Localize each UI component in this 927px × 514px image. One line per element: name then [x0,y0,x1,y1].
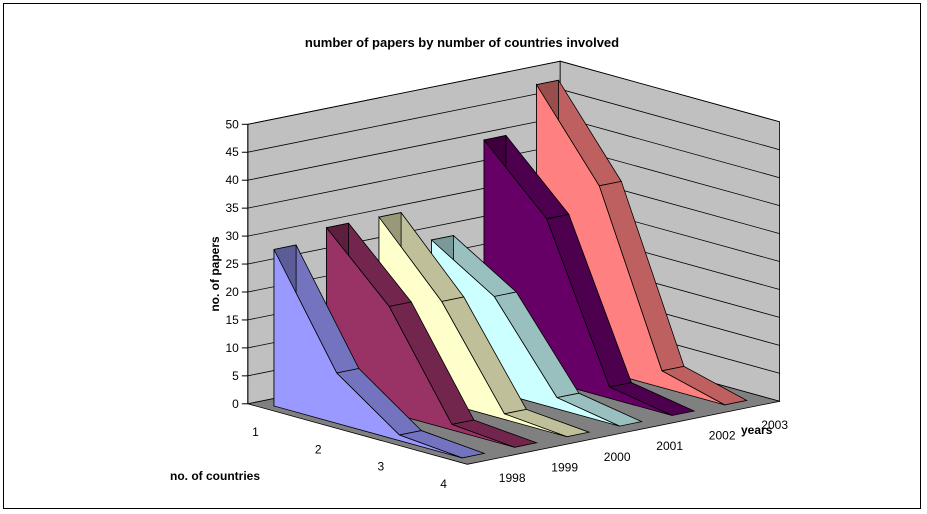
y-tick-label: 0 [232,397,239,411]
z-tick-label: 1998 [499,471,526,485]
z-tick-label: 1999 [551,460,578,474]
chart-frame: 0 5 10 15 20 25 30 35 40 45 50 1 2 3 4 1998 1999 2000 2001… [3,3,921,509]
series-group [273,79,748,459]
y-tick-label: 20 [225,285,239,299]
y-tick-label: 45 [225,145,239,159]
y-tick-label: 35 [225,201,239,215]
z-tick-label: 2001 [656,439,683,453]
x-tick-label: 2 [315,442,322,456]
z-axis-label: years [741,423,773,437]
chart-title: number of papers by number of countries … [305,35,619,50]
x-axis-label: no. of countries [170,469,260,483]
x-tick-label: 4 [440,477,447,491]
x-tick-label: 3 [378,460,385,474]
z-tick-label: 2002 [709,429,736,443]
y-tick-label: 5 [232,369,239,383]
area-mark [273,249,463,459]
y-tick-label: 10 [225,341,239,355]
y-tick-label: 25 [225,257,239,271]
y-tick-label: 40 [225,173,239,187]
y-tick-label: 15 [225,313,239,327]
axes: 0 5 10 15 20 25 30 35 40 45 50 1 2 3 4 1998 1999 2000 2001… [225,117,788,491]
y-tick-label: 30 [225,229,239,243]
x-tick-label: 1 [252,425,259,439]
z-tick-label: 2003 [761,418,788,432]
z-tick-label: 2000 [604,450,631,464]
gridline [247,60,780,125]
y-axis-label: no. of papers [208,236,222,312]
y-tick-label: 50 [225,117,239,131]
chart: 0 5 10 15 20 25 30 35 40 45 50 1 2 3 4 1998 1999 2000 2001… [170,35,788,491]
series-1998 [273,244,486,459]
